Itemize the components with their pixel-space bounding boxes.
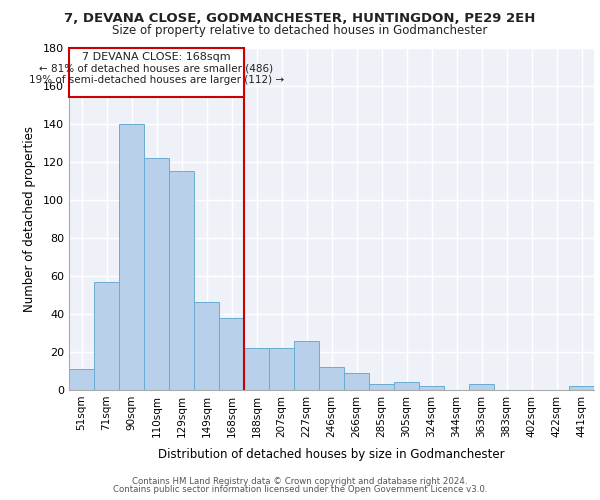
Text: 19% of semi-detached houses are larger (112) →: 19% of semi-detached houses are larger (…: [29, 75, 284, 85]
Bar: [94, 282, 119, 390]
Bar: [394, 382, 419, 390]
Text: Size of property relative to detached houses in Godmanchester: Size of property relative to detached ho…: [112, 24, 488, 37]
Bar: [294, 340, 319, 390]
Bar: [569, 386, 594, 390]
Text: Contains HM Land Registry data © Crown copyright and database right 2024.: Contains HM Land Registry data © Crown c…: [132, 477, 468, 486]
Bar: [269, 348, 294, 390]
Bar: [144, 158, 169, 390]
Bar: [244, 348, 269, 390]
Text: 7, DEVANA CLOSE, GODMANCHESTER, HUNTINGDON, PE29 2EH: 7, DEVANA CLOSE, GODMANCHESTER, HUNTINGD…: [64, 12, 536, 26]
FancyBboxPatch shape: [69, 48, 244, 97]
Bar: [419, 386, 444, 390]
Text: Contains public sector information licensed under the Open Government Licence v3: Contains public sector information licen…: [113, 484, 487, 494]
Bar: [319, 367, 344, 390]
Bar: [119, 124, 144, 390]
Y-axis label: Number of detached properties: Number of detached properties: [23, 126, 36, 312]
Bar: [219, 318, 244, 390]
Bar: [469, 384, 494, 390]
Bar: [194, 302, 219, 390]
Bar: [344, 373, 369, 390]
Bar: [369, 384, 394, 390]
X-axis label: Distribution of detached houses by size in Godmanchester: Distribution of detached houses by size …: [158, 448, 505, 461]
Bar: [169, 171, 194, 390]
Text: ← 81% of detached houses are smaller (486): ← 81% of detached houses are smaller (48…: [40, 64, 274, 74]
Text: 7 DEVANA CLOSE: 168sqm: 7 DEVANA CLOSE: 168sqm: [82, 52, 231, 62]
Bar: [69, 369, 94, 390]
